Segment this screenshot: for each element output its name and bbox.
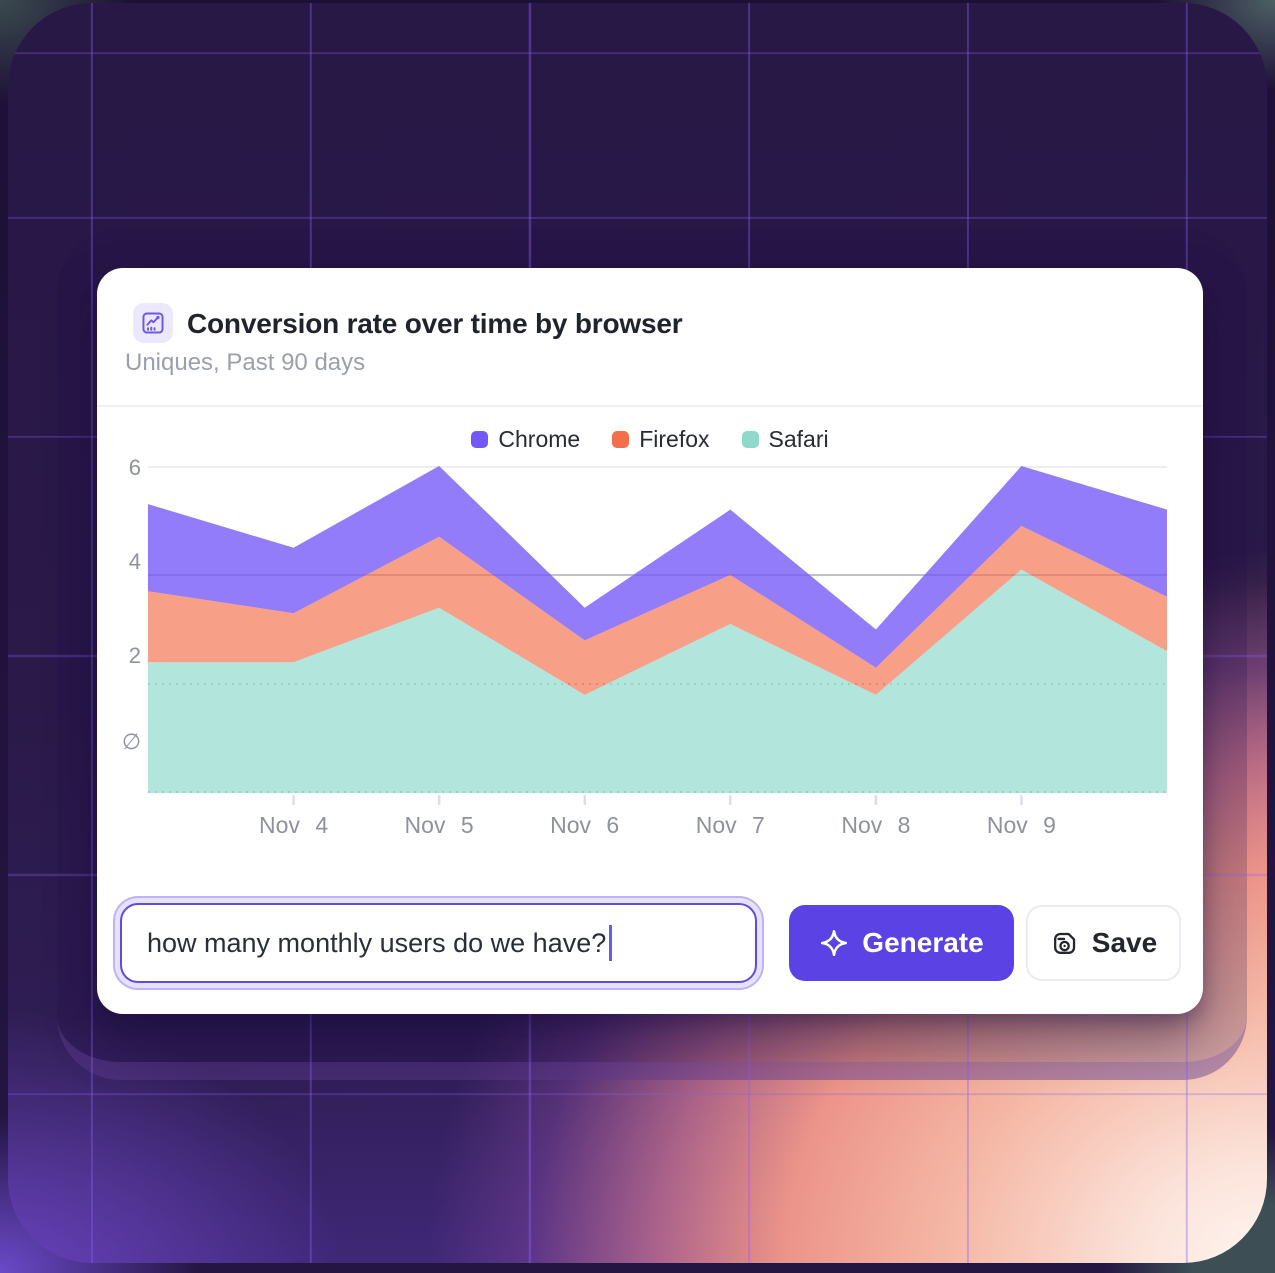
y-tick-label: ∅ (121, 729, 141, 754)
text-cursor (609, 925, 613, 961)
y-tick-label: 2 (128, 643, 141, 668)
x-tick-label: Nov 6 (550, 812, 620, 838)
prompt-input-value: how many monthly users do we have? (147, 927, 607, 958)
stacked-area-chart (148, 466, 1167, 805)
save-button-label: Save (1091, 927, 1158, 958)
generate-button-label: Generate (862, 927, 984, 958)
legend-item-chrome: Chrome (471, 426, 580, 453)
x-tick-label: Nov 4 (259, 812, 329, 838)
legend-swatch (612, 431, 630, 448)
prompt-input[interactable]: how many monthly users do we have? (120, 903, 757, 983)
chart-legend: Chrome Firefox Safari (97, 426, 1203, 453)
line-chart-icon (133, 303, 173, 343)
legend-label: Chrome (498, 426, 581, 452)
save-icon (1053, 932, 1075, 954)
sparkle-icon (821, 929, 848, 957)
legend-label: Firefox (639, 426, 710, 452)
x-tick-label: Nov 8 (841, 812, 911, 838)
x-tick-label: Nov 5 (404, 812, 474, 838)
y-tick-label: 4 (128, 549, 141, 574)
header-divider (97, 405, 1203, 407)
x-tick-label: Nov 9 (986, 812, 1056, 838)
legend-swatch (741, 431, 759, 448)
save-button[interactable]: Save (1026, 905, 1181, 981)
generate-button[interactable]: Generate (789, 905, 1014, 981)
page-title: Conversion rate over time by browser (187, 308, 683, 339)
legend-item-safari: Safari (741, 426, 829, 453)
y-tick-label: 6 (128, 455, 141, 480)
chart-card: Conversion rate over time by browser Uni… (97, 268, 1203, 1014)
legend-swatch (471, 431, 489, 448)
legend-label: Safari (768, 426, 829, 452)
legend-item-firefox: Firefox (612, 426, 710, 453)
x-tick-label: Nov 7 (695, 812, 765, 838)
chart-subtitle: Uniques, Past 90 days (125, 349, 366, 376)
